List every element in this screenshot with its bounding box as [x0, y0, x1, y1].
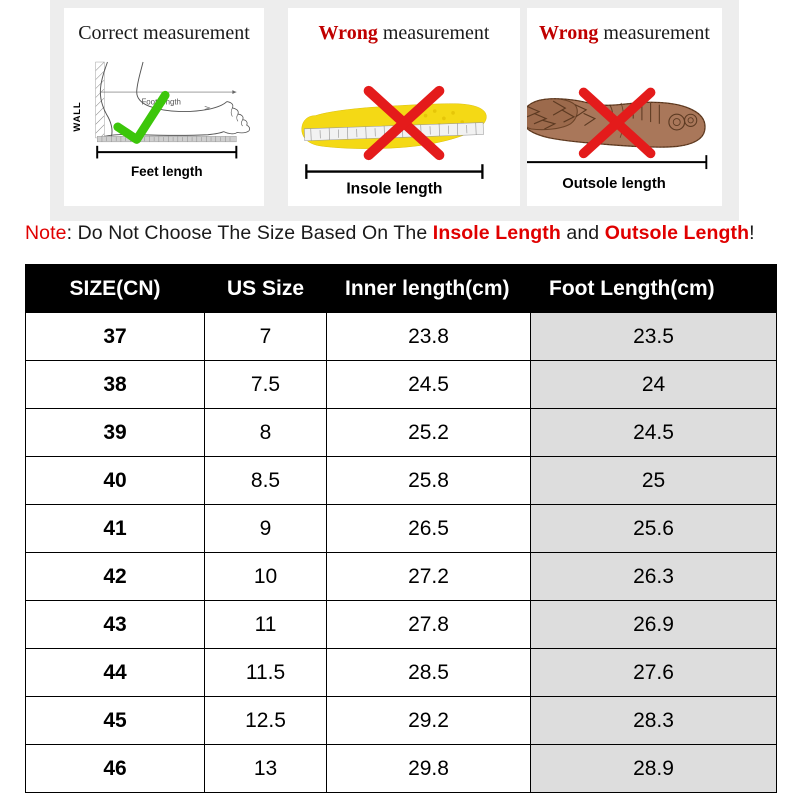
svg-text:Feet length: Feet length — [131, 164, 203, 179]
svg-text:Outsole length: Outsole length — [562, 176, 665, 192]
svg-text:WALL: WALL — [72, 102, 83, 132]
svg-text:Insole length: Insole length — [346, 181, 442, 198]
